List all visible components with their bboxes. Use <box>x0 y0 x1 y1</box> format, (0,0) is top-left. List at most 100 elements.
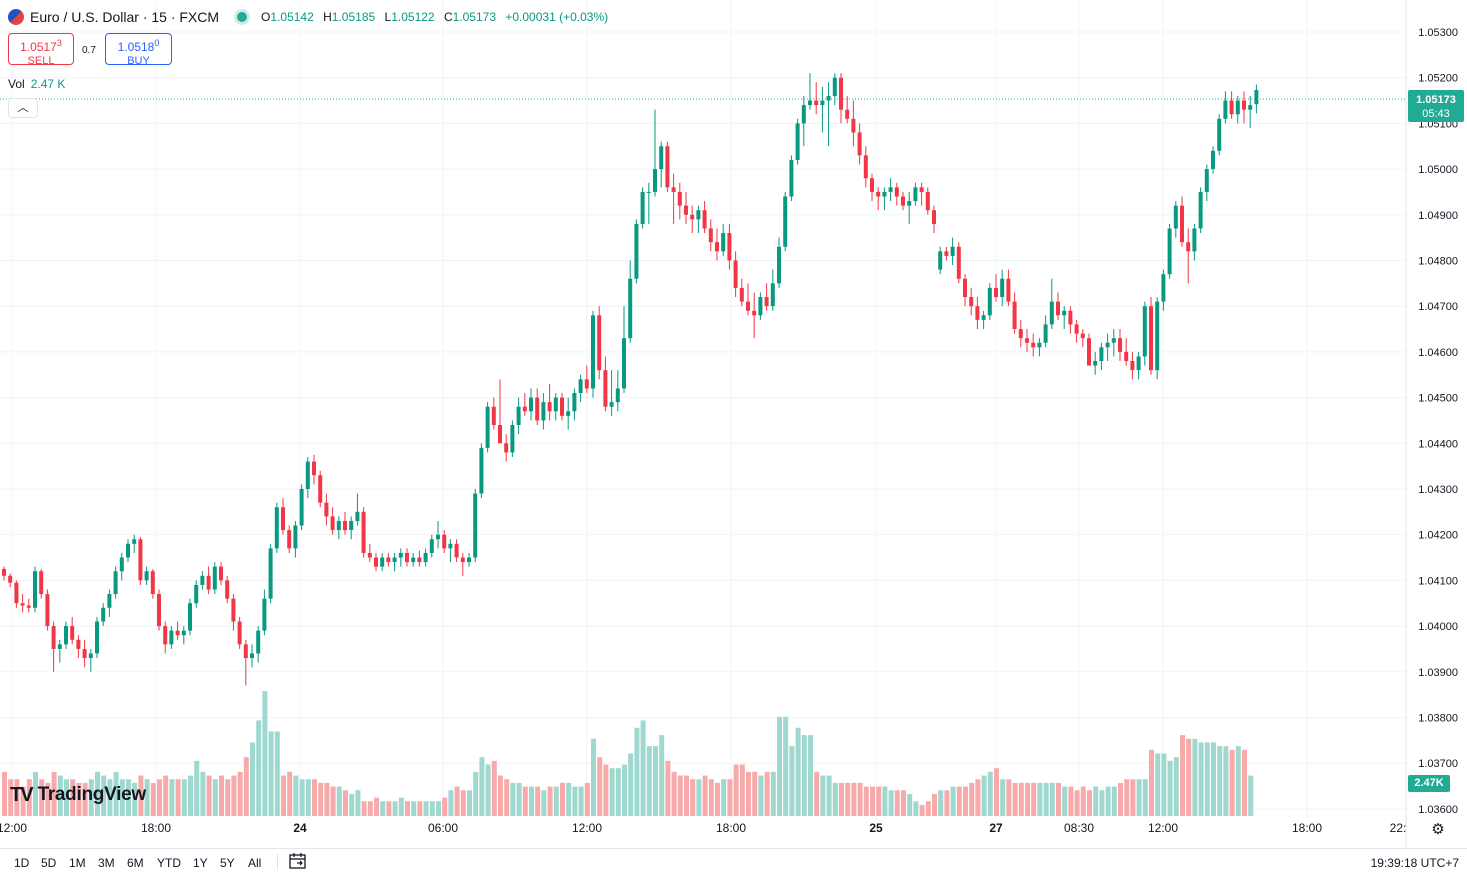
volume-bar <box>609 768 615 816</box>
candle-body <box>64 626 68 645</box>
price-chart[interactable]: 1.05300 1.05200 1.05100 1.05000 1.04900 1.048… <box>0 0 1467 848</box>
candle-body <box>789 159 794 197</box>
volume-bar <box>374 797 379 816</box>
candle-body <box>857 132 862 156</box>
candle-body <box>1105 342 1110 348</box>
volume-bar <box>1192 738 1198 816</box>
volume-bar <box>783 716 789 816</box>
volume-bar <box>981 775 987 816</box>
candle-body <box>622 338 626 389</box>
symbol-title[interactable]: Euro / U.S. Dollar · 15 · FXCM <box>30 9 220 25</box>
volume-bar <box>299 779 305 816</box>
range-1m-button[interactable]: 1M <box>69 856 86 870</box>
close-value: 1.05173 <box>452 10 497 24</box>
buy-button[interactable]: 1.05180 BUY <box>105 33 172 67</box>
market-status-icon[interactable] <box>237 12 248 22</box>
candle-body <box>987 287 992 316</box>
range-3m-button[interactable]: 3M <box>98 856 115 870</box>
candle-body <box>225 580 230 599</box>
volume-bar <box>436 801 441 816</box>
calendar-goto-date-icon[interactable] <box>288 852 308 870</box>
volume-bar <box>1099 790 1105 816</box>
volume-bar <box>312 779 317 816</box>
volume-bar <box>268 731 274 816</box>
candle-body <box>374 557 378 567</box>
candle-body <box>932 210 936 224</box>
collapse-legend-button[interactable]: ︿ <box>8 98 38 118</box>
candle-body <box>417 557 422 563</box>
candle-body <box>1111 338 1116 343</box>
volume-bar <box>417 801 423 816</box>
candle-body <box>163 626 168 645</box>
candle-body <box>1142 306 1147 357</box>
volume-bar <box>758 775 764 816</box>
candle-body <box>640 191 645 224</box>
candle-body <box>808 100 812 106</box>
volume-bar <box>460 790 466 816</box>
eur-usd-flag-icon <box>8 9 24 25</box>
candle-body <box>442 534 447 549</box>
volume-bar <box>1006 779 1012 816</box>
candle-body <box>560 397 564 416</box>
volume-bar <box>857 782 863 816</box>
candle-body <box>684 205 688 215</box>
candle-body <box>876 191 881 197</box>
volume-legend[interactable]: Vol 2.47 K <box>8 77 65 91</box>
candle-body <box>1049 301 1054 325</box>
utc-clock[interactable]: 19:39:18 UTC+7 <box>1370 856 1459 870</box>
candle-body <box>256 630 261 654</box>
price-axis[interactable]: 1.05300 1.05200 1.05100 1.05000 1.04900 1.048… <box>1418 27 1458 816</box>
volume-bar <box>969 782 975 816</box>
volume-bar <box>1080 786 1086 816</box>
sell-button[interactable]: 1.05173 SELL <box>8 33 74 67</box>
buy-price: 1.05180 <box>117 38 160 54</box>
candle-body <box>628 278 633 339</box>
candle-body <box>169 630 174 645</box>
candle-body <box>1223 100 1228 119</box>
volume-bar <box>243 757 249 816</box>
volume-bar <box>479 757 485 816</box>
candle-body <box>739 287 744 302</box>
candle-body <box>119 557 124 572</box>
close-label: C <box>443 10 453 24</box>
price-tick-label: 1.04200 <box>1418 530 1458 542</box>
candle-body <box>584 379 589 389</box>
candle-body <box>665 146 670 188</box>
time-axis[interactable]: 12:00 18:00 24 06:00 12:00 18:00 25 27 08:30 12:0… <box>0 821 1406 835</box>
candle-body <box>454 543 459 558</box>
volume-bar <box>529 786 534 816</box>
volume-bar <box>76 782 82 816</box>
volume-bar <box>901 790 906 816</box>
volume-bar <box>628 753 634 816</box>
candle-body <box>702 210 707 229</box>
candle-body <box>1180 205 1184 243</box>
price-tick-label: 1.05100 <box>1418 118 1458 130</box>
volume-bar <box>510 782 516 816</box>
volume-bar <box>1180 735 1185 816</box>
candle-body <box>1198 191 1203 229</box>
range-1y-button[interactable]: 1Y <box>193 856 208 870</box>
candle-body <box>783 196 788 247</box>
volume-bar <box>547 786 553 816</box>
volume-bar <box>336 786 342 816</box>
sell-label: SELL <box>27 55 55 67</box>
range-5y-button[interactable]: 5Y <box>220 856 235 870</box>
range-5d-button[interactable]: 5D <box>41 856 57 870</box>
range-all-button[interactable]: All <box>248 856 262 870</box>
candle-body <box>1136 356 1141 371</box>
candlesticks <box>2 73 1259 686</box>
range-1d-button[interactable]: 1D <box>14 856 30 870</box>
range-6m-button[interactable]: 6M <box>127 856 144 870</box>
settings-gear-icon[interactable]: ⚙ <box>1431 821 1445 838</box>
tradingview-logo[interactable]: TV TradingView <box>10 783 146 807</box>
candle-body <box>107 594 112 608</box>
candle-body <box>969 297 974 307</box>
candle-body <box>206 575 211 590</box>
volume-bar <box>950 786 956 816</box>
volume-bar <box>1124 779 1130 816</box>
volume-bar <box>101 775 107 816</box>
range-ytd-button[interactable]: YTD <box>157 856 181 870</box>
volume-bar <box>1130 779 1136 816</box>
spread-value: 0.7 <box>82 45 96 56</box>
time-tick-label: 12:00 <box>1148 821 1178 835</box>
